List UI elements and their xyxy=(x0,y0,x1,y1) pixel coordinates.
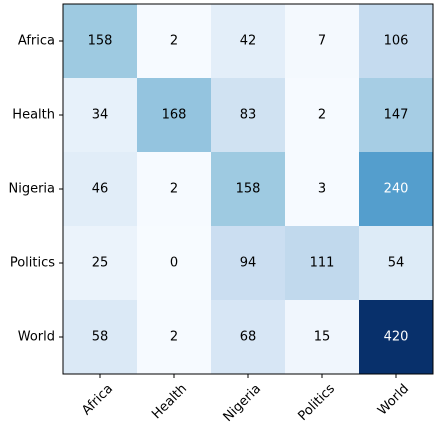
heatmap-cell-value: 158 xyxy=(236,182,261,197)
x-tick-label: World xyxy=(375,381,412,418)
heatmap-cell xyxy=(63,226,138,301)
x-tick-label: Africa xyxy=(79,381,116,418)
heatmap-cell xyxy=(359,300,434,375)
heatmap-cell-value: 158 xyxy=(88,34,113,49)
heatmap-cell xyxy=(137,152,212,227)
heatmap-cell xyxy=(211,4,286,79)
heatmap-cell xyxy=(285,152,360,227)
x-axis-ticks: Africa Health Nigeria Politics World xyxy=(79,374,412,425)
x-tick-label: Nigeria xyxy=(221,381,264,424)
heatmap-cell xyxy=(63,78,138,153)
y-tick-label: Health xyxy=(12,108,55,123)
heatmap-cell-value: 168 xyxy=(162,108,187,123)
heatmap-cell xyxy=(63,152,138,227)
heatmap-cell-value: 111 xyxy=(310,256,335,271)
y-tick-label: Africa xyxy=(18,34,55,49)
heatmap-cell-value: 2 xyxy=(318,108,326,123)
heatmap-cell xyxy=(63,300,138,375)
heatmap-cell-value: 106 xyxy=(384,34,409,49)
heatmap-cell-value: 15 xyxy=(314,330,331,345)
heatmap-cell-value: 83 xyxy=(240,108,257,123)
y-tick-label: Nigeria xyxy=(8,182,55,197)
heatmap-cell xyxy=(359,226,434,301)
y-tick-label: World xyxy=(18,330,55,345)
heatmap-cell xyxy=(211,226,286,301)
x-tick-label: Health xyxy=(149,381,190,422)
heatmap-cell xyxy=(359,152,434,227)
heatmap-cell-value: 25 xyxy=(92,256,109,271)
x-tick-label: Politics xyxy=(295,381,338,424)
heatmap-cell-value: 0 xyxy=(170,256,178,271)
heatmap-cell xyxy=(137,4,212,79)
heatmap-cell xyxy=(359,4,434,79)
heatmap-cell-value: 46 xyxy=(92,182,109,197)
heatmap-cell-value: 240 xyxy=(384,182,409,197)
heatmap-cell xyxy=(285,4,360,79)
heatmap-cell-value: 94 xyxy=(240,256,257,271)
y-tick-label: Politics xyxy=(10,256,55,271)
heatmap-cell xyxy=(211,78,286,153)
heatmap-cell-value: 2 xyxy=(170,182,178,197)
heatmap-cell xyxy=(285,78,360,153)
heatmap-cell-labels: 158 2 42 7 106 34 168 83 2 147 46 2 158 3 240 25 0 94 111 5… xyxy=(88,34,409,345)
heatmap-cell xyxy=(211,300,286,375)
y-axis-ticks: Africa Health Nigeria Politics World xyxy=(8,34,63,345)
heatmap-cell xyxy=(359,78,434,153)
heatmap-cell-value: 54 xyxy=(388,256,405,271)
heatmap-cell-value: 2 xyxy=(170,330,178,345)
heatmap-cell xyxy=(63,4,138,79)
heatmap-cells xyxy=(63,4,434,375)
heatmap-cell-value: 420 xyxy=(384,330,409,345)
heatmap-cell xyxy=(137,226,212,301)
heatmap-cell-value: 2 xyxy=(170,34,178,49)
heatmap-cell-value: 42 xyxy=(240,34,257,49)
heatmap-cell-value: 58 xyxy=(92,330,109,345)
heatmap-cell xyxy=(285,226,360,301)
heatmap-cell xyxy=(285,300,360,375)
heatmap-cell-value: 7 xyxy=(318,34,326,49)
heatmap-cell xyxy=(137,78,212,153)
heatmap-cell xyxy=(211,152,286,227)
heatmap-cell-value: 3 xyxy=(318,182,326,197)
heatmap-cell-value: 34 xyxy=(92,108,109,123)
heatmap-cell-value: 147 xyxy=(384,108,409,123)
heatmap-cell xyxy=(137,300,212,375)
heatmap-cell-value: 68 xyxy=(240,330,257,345)
